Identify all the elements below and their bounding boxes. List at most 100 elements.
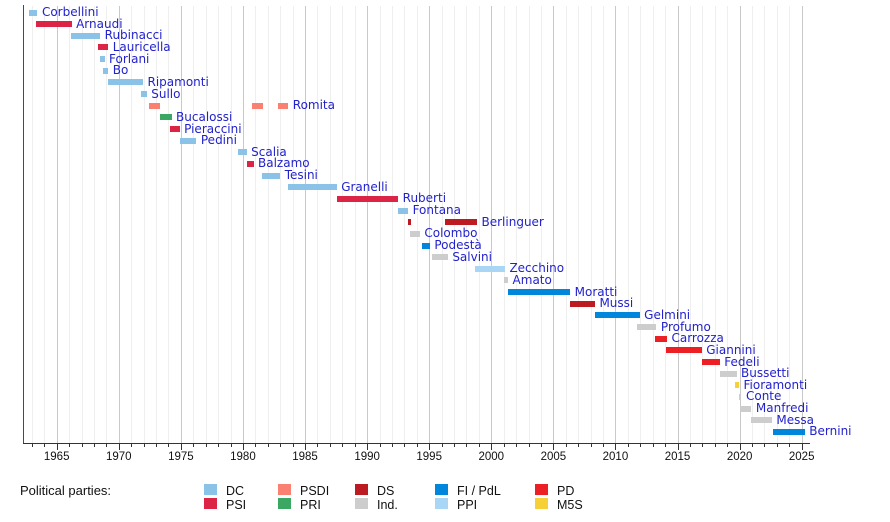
gridline-2010 [615, 6, 617, 443]
gridline-1980 [242, 6, 244, 443]
minister-label-bucalossi[interactable]: Bucalossi [176, 109, 233, 124]
x-tick-2023 [776, 443, 778, 447]
legend-label-ppi: PPI [457, 497, 478, 512]
term-bar-manfredi [739, 405, 752, 412]
minister-label-manfredi[interactable]: Manfredi [755, 401, 809, 416]
x-tick-1999 [478, 443, 480, 447]
gridline-2009 [603, 6, 605, 443]
gridline-1966 [69, 6, 71, 443]
x-tick-2021 [752, 443, 754, 447]
minister-label-tesini[interactable]: Tesini [284, 168, 318, 183]
term-bar-corbellini [29, 9, 38, 16]
gridline-1992 [391, 6, 393, 443]
x-axis-line [22, 443, 810, 444]
minister-label-colombo[interactable]: Colombo [424, 226, 478, 241]
minister-label-lauricella[interactable]: Lauricella [112, 39, 171, 54]
minister-label-bo[interactable]: Bo [112, 63, 129, 78]
term-bar-fioramonti [735, 382, 739, 389]
gridline-1963 [31, 6, 33, 443]
x-tick-2010 [615, 443, 617, 450]
minister-label-pedini[interactable]: Pedini [200, 133, 237, 148]
x-tick-label-1990: 1990 [354, 451, 380, 463]
minister-label-bernini[interactable]: Bernini [809, 424, 852, 439]
minister-label-sullo[interactable]: Sullo [151, 86, 181, 101]
minister-label-ripamonti[interactable]: Ripamonti [147, 74, 209, 89]
minister-label-scalia[interactable]: Scalia [251, 144, 287, 159]
minister-label-messa[interactable]: Messa [776, 412, 814, 427]
legend-swatch-ppi [435, 498, 448, 509]
minister-label-moratti[interactable]: Moratti [574, 284, 618, 299]
term-bar-fedeli [701, 359, 720, 365]
minister-label-balzamo[interactable]: Balzamo [258, 156, 310, 171]
minister-label-bussetti[interactable]: Bussetti [741, 366, 790, 381]
x-tick-1987 [329, 443, 331, 447]
term-bar-zecchino [475, 265, 505, 272]
minister-label-podest[interactable]: Podestà [434, 238, 482, 252]
gridline-2018 [714, 6, 716, 443]
x-tick-1986 [317, 443, 319, 447]
term-bar-bernini [772, 428, 805, 435]
minister-label-berlinguer[interactable]: Berlinguer [481, 214, 544, 229]
term-bar-giannini [666, 347, 702, 354]
term-bar-granelli [288, 184, 337, 191]
gridline-1971 [131, 6, 133, 443]
gridline-1985 [305, 6, 307, 443]
legend-heading: Political parties: [20, 483, 112, 498]
x-tick-1988 [342, 443, 344, 447]
minister-label-profumo[interactable]: Profumo [660, 319, 711, 334]
x-tick-label-2015: 2015 [664, 451, 691, 463]
x-tick-1992 [391, 443, 393, 447]
gridline-2021 [752, 6, 754, 443]
minister-label-romita[interactable]: Romita [292, 98, 335, 113]
minister-label-arnaudi[interactable]: Arnaudi [76, 16, 123, 31]
minister-label-corbellini[interactable]: Corbellini [41, 5, 99, 19]
gridline-1964 [44, 6, 46, 443]
minister-label-fedeli[interactable]: Fedeli [724, 354, 760, 369]
gridline-2005 [553, 6, 555, 443]
gridline-1988 [342, 6, 344, 443]
minister-label-carrozza[interactable]: Carrozza [671, 331, 724, 346]
minister-label-pieraccini[interactable]: Pieraccini [184, 121, 242, 136]
minister-label-fontana[interactable]: Fontana [412, 203, 462, 218]
gridline-1990 [367, 6, 369, 443]
x-tick-2013 [652, 443, 654, 447]
x-tick-2009 [603, 443, 605, 447]
gridline-2013 [652, 6, 654, 443]
x-tick-1971 [131, 443, 133, 447]
minister-label-conte[interactable]: Conte [745, 389, 782, 404]
minister-label-ruberti[interactable]: Ruberti [402, 191, 447, 206]
x-tick-1982 [267, 443, 269, 447]
legend-label-fi-pdl: FI / PdL [457, 483, 501, 498]
x-tick-1990 [367, 443, 369, 450]
gridline-1995 [429, 6, 431, 443]
gridline-2020 [739, 6, 741, 443]
minister-label-amato[interactable]: Amato [512, 272, 552, 287]
minister-label-zecchino[interactable]: Zecchino [509, 261, 565, 276]
x-tick-label-2020: 2020 [726, 451, 753, 463]
gridline-2014 [665, 6, 667, 443]
x-tick-2015 [677, 443, 679, 450]
minister-label-rubinacci[interactable]: Rubinacci [104, 28, 163, 43]
x-tick-1963 [31, 443, 33, 447]
minister-label-fioramonti[interactable]: Fioramonti [743, 377, 808, 392]
term-bar-romita-3 [278, 102, 289, 109]
term-bar-sullo [141, 91, 147, 98]
x-tick-1978 [218, 443, 220, 447]
x-tick-2020 [739, 443, 741, 450]
x-tick-1973 [156, 443, 158, 447]
minister-label-salvini[interactable]: Salvini [452, 249, 492, 264]
minister-label-gelmini[interactable]: Gelmini [644, 307, 691, 322]
minister-label-forlani[interactable]: Forlani [109, 51, 150, 66]
term-bar-podest [421, 242, 430, 249]
legend-swatch-dc [204, 484, 217, 495]
x-tick-2001 [503, 443, 505, 447]
gridline-1974 [168, 6, 170, 443]
x-tick-2004 [540, 443, 542, 447]
minister-label-granelli[interactable]: Granelli [341, 179, 388, 194]
x-tick-1980 [242, 443, 244, 450]
legend-swatch-psi [204, 498, 217, 509]
x-tick-1997 [454, 443, 456, 447]
minister-label-giannini[interactable]: Giannini [706, 342, 756, 357]
minister-label-mussi[interactable]: Mussi [599, 296, 634, 311]
term-bar-moratti [508, 289, 571, 296]
